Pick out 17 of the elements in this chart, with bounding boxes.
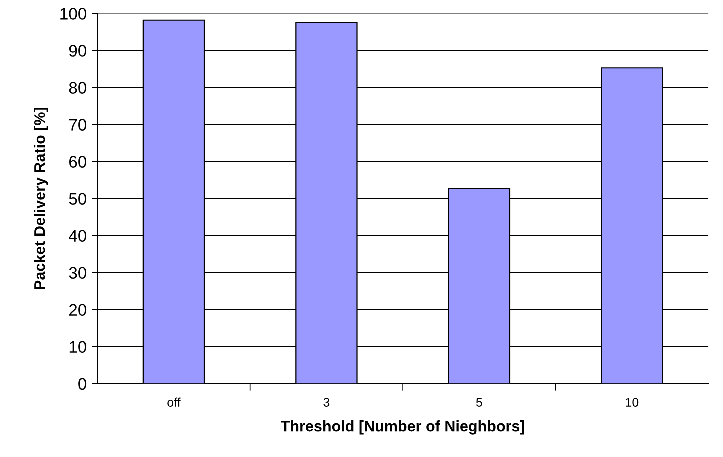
x-tick-label: 3 (324, 398, 330, 407)
x-axis-title: Threshold [Number of Nieghbors] (281, 420, 524, 435)
y-tick-label: 60 (70, 156, 87, 168)
y-tick-label: 50 (69, 193, 87, 205)
y-tick-label: 90 (69, 45, 87, 57)
y-tick-label: 10 (70, 341, 87, 354)
y-tick-label: 70 (70, 119, 87, 131)
x-tick-label: off (168, 398, 181, 407)
y-tick-label: 80 (69, 82, 87, 94)
y-tick-label: 100 (60, 8, 87, 20)
y-tick-label: 20 (69, 304, 87, 316)
y-tick-label: 0 (78, 378, 87, 390)
x-tick-label: 5 (476, 398, 482, 407)
y-axis-title: Packet Delivery Ratio [%] (34, 108, 48, 290)
y-tick-label: 30 (69, 267, 87, 280)
y-tick-label: 40 (69, 230, 87, 242)
x-tick-label: 10 (626, 398, 639, 407)
